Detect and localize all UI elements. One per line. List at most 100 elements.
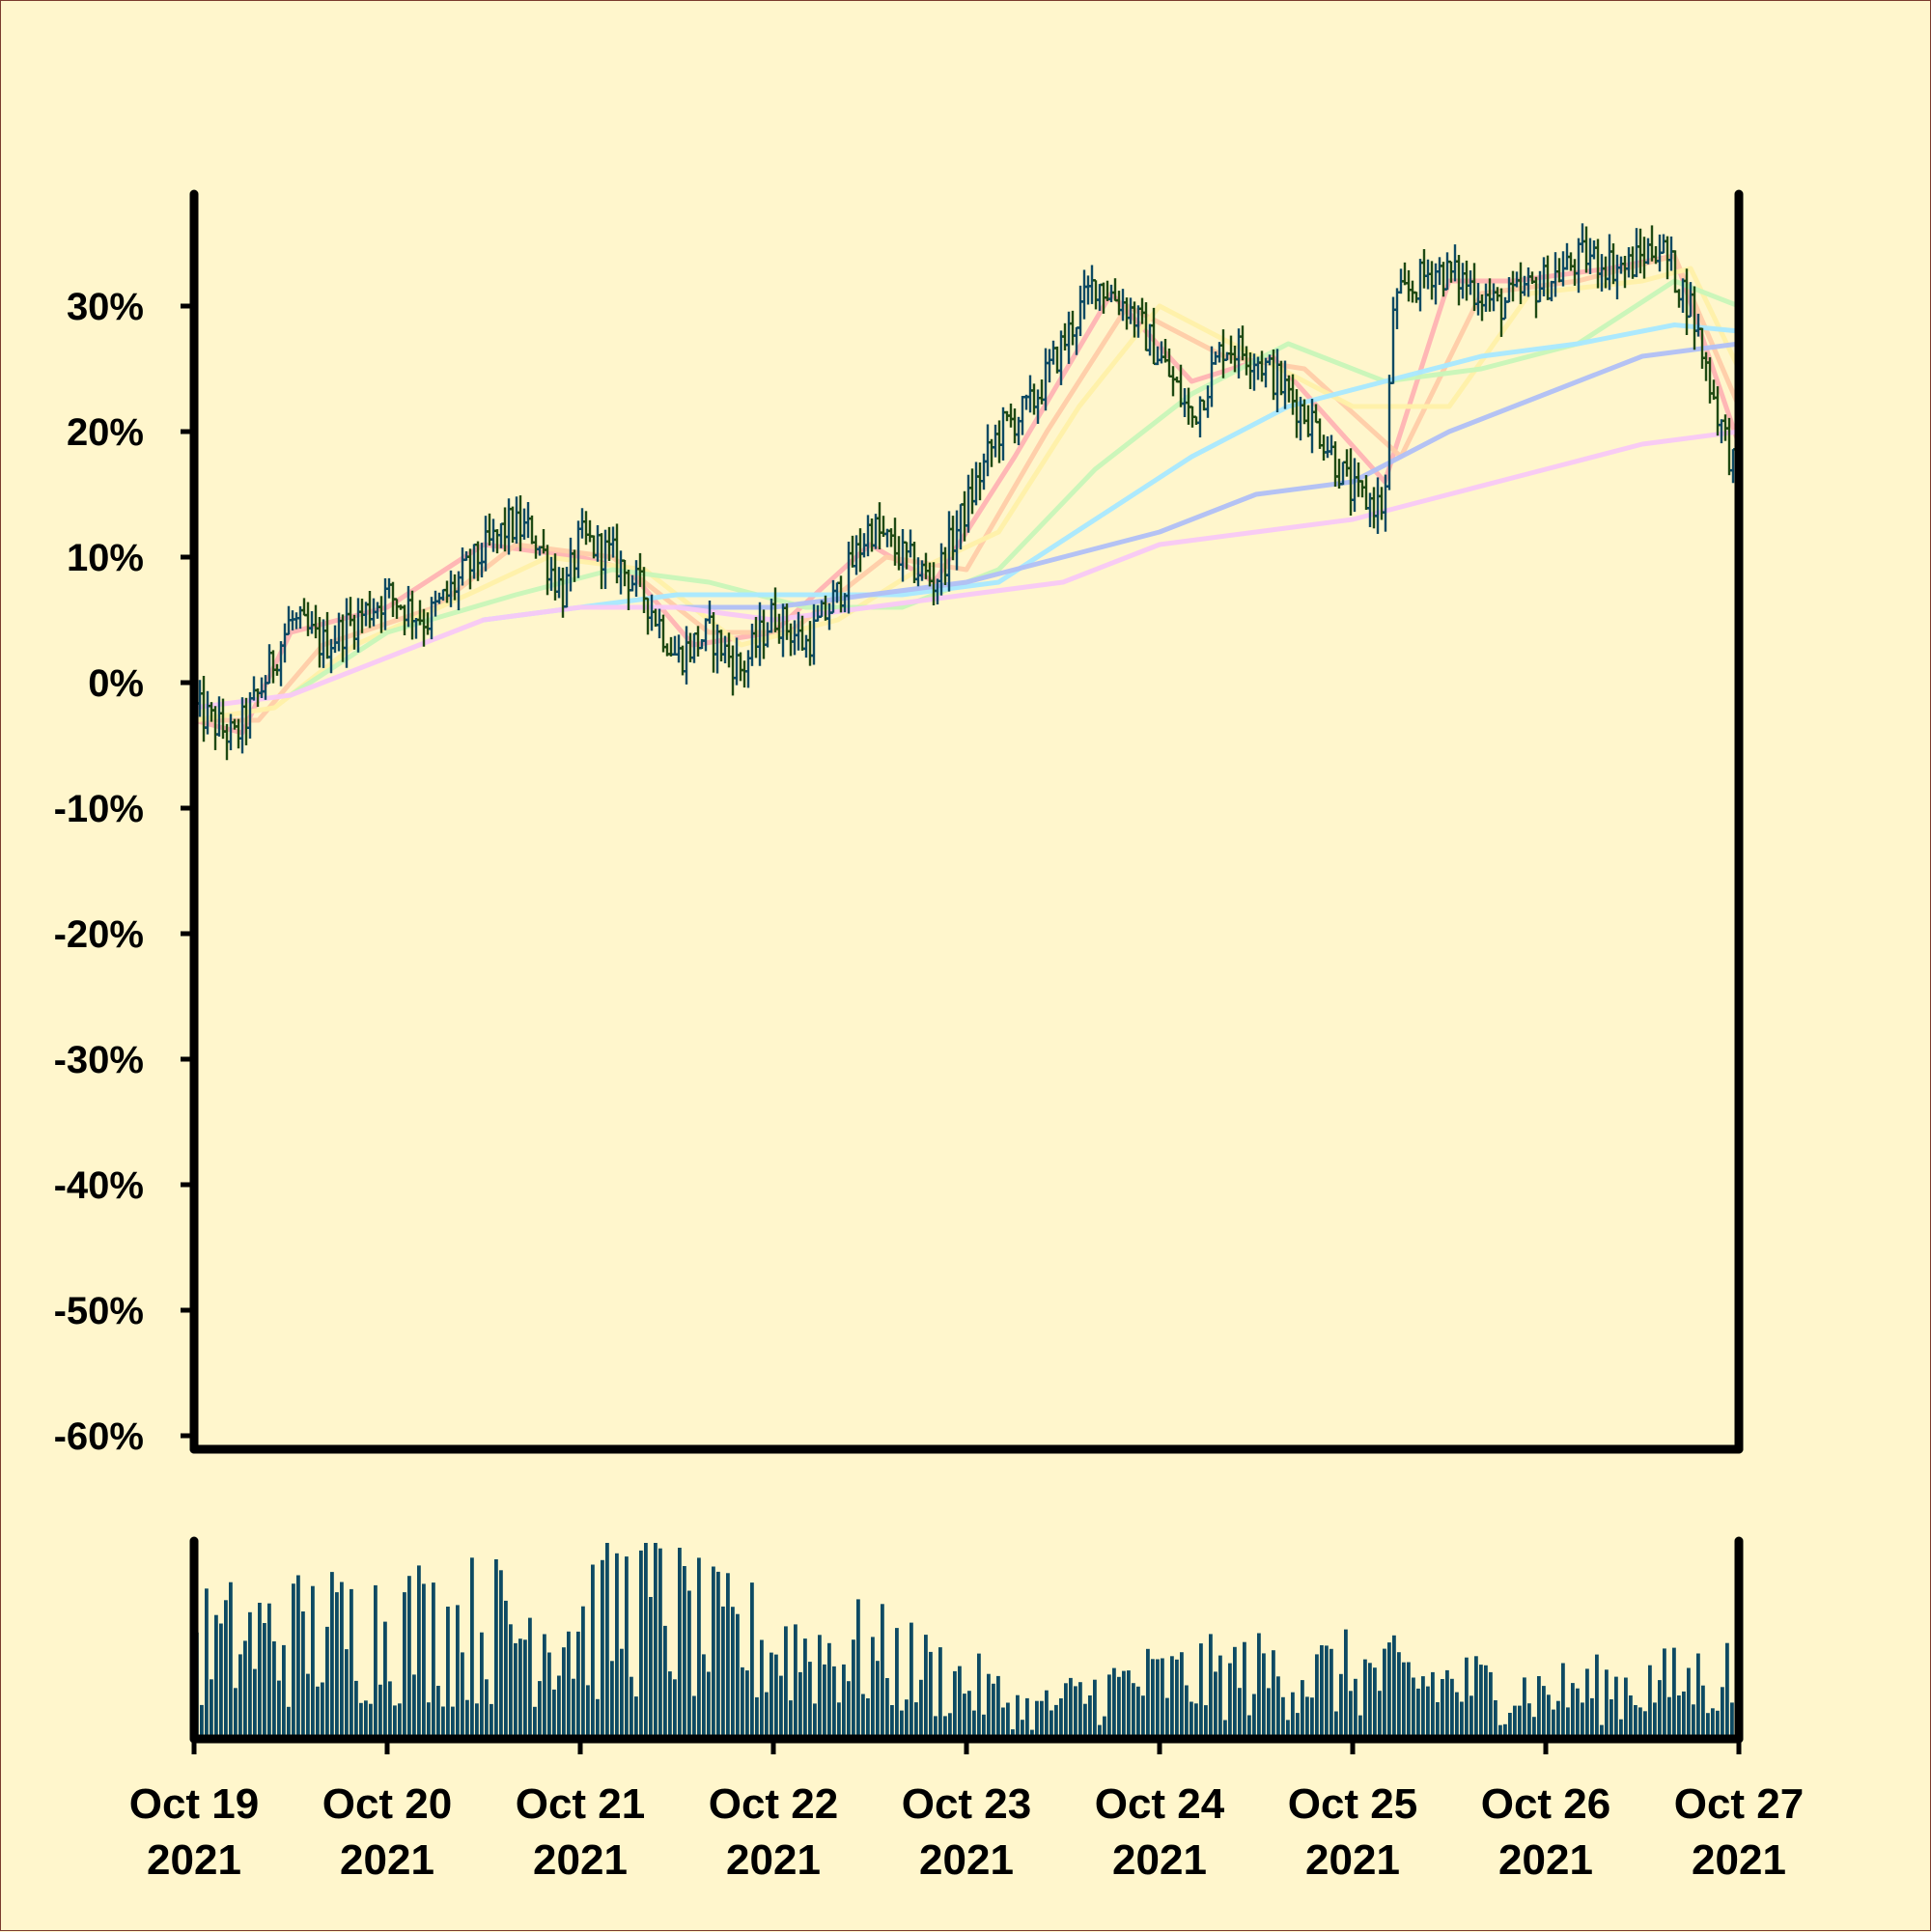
volume-bar [1334, 1711, 1338, 1739]
volume-bar [263, 1623, 266, 1739]
volume-bar [465, 1699, 469, 1739]
ohlc-bar [1294, 389, 1300, 438]
volume-bar [1325, 1645, 1329, 1739]
ohlc-bar [1027, 375, 1033, 413]
ohlc-bar [1000, 406, 1006, 461]
volume-bar [350, 1588, 353, 1739]
ohlc-bar [1170, 366, 1176, 397]
volume-bar [277, 1680, 281, 1739]
volume-bar [475, 1703, 479, 1739]
volume-bar [1354, 1678, 1357, 1739]
volume-bar [1272, 1650, 1275, 1739]
volume-bar [1339, 1673, 1343, 1739]
ohlc-bar [514, 496, 519, 545]
volume-bar [1035, 1700, 1039, 1739]
volume-bar [325, 1626, 329, 1739]
volume-bar [668, 1671, 672, 1739]
ohlc-bar [525, 501, 531, 539]
ohlc-bar [1371, 487, 1377, 529]
ohlc-bar [1583, 226, 1589, 273]
volume-bar [1315, 1654, 1319, 1739]
volume-bar [910, 1622, 913, 1739]
volume-bar [1045, 1690, 1049, 1739]
volume-bar [1494, 1700, 1497, 1739]
volume-bar [639, 1550, 643, 1739]
volume-bar [924, 1635, 928, 1739]
volume-bar [770, 1652, 773, 1739]
volume-bar [658, 1548, 662, 1739]
volume-bar [967, 1691, 971, 1739]
volume-bar [1498, 1724, 1502, 1739]
ohlc-bar [1363, 475, 1369, 511]
ohlc-bar [946, 511, 952, 592]
ohlc-bar [1417, 259, 1423, 312]
volume-bar [885, 1678, 889, 1739]
volume-bar [292, 1583, 295, 1739]
volume-bar [494, 1559, 498, 1739]
ohlc-bar [1309, 399, 1315, 454]
volume-bar [721, 1606, 725, 1739]
volume-bar [461, 1652, 464, 1739]
volume-bar [610, 1661, 614, 1739]
volume-bar [876, 1661, 880, 1739]
volume-bar [1069, 1677, 1073, 1739]
volume-bar [673, 1679, 677, 1739]
volume-bar [890, 1705, 894, 1739]
ohlc-bar [877, 502, 882, 549]
ohlc-bar [1402, 262, 1408, 286]
volume-bar [1696, 1653, 1700, 1739]
volume-bar [398, 1703, 402, 1739]
volume-bar [267, 1603, 271, 1739]
ohlc-bar [695, 626, 701, 657]
ohlc-bar [1325, 435, 1330, 459]
volume-bar [1040, 1700, 1044, 1739]
volume-bar [446, 1607, 450, 1739]
volume-bar [581, 1606, 585, 1739]
ohlc-bar [1359, 480, 1365, 498]
volume-bar [1402, 1662, 1406, 1739]
volume-bar [378, 1684, 382, 1739]
volume-bar [1692, 1704, 1695, 1739]
volume-bar [726, 1573, 730, 1739]
volume-bar [1305, 1696, 1309, 1739]
volume-bar [1387, 1642, 1391, 1739]
ohlc-bar [521, 508, 527, 540]
x-tick-label-year: 2021 [1305, 1836, 1400, 1884]
volume-bar [1682, 1691, 1686, 1739]
volume-bar [403, 1592, 406, 1739]
ohlc-bar [583, 511, 589, 546]
volume-bar [480, 1632, 484, 1739]
ohlc-bar [1352, 458, 1357, 513]
volume-bar [1412, 1677, 1415, 1739]
volume-bar [620, 1648, 624, 1739]
volume-bar [576, 1631, 580, 1739]
volume-bar [533, 1706, 537, 1739]
volume-bar [1397, 1652, 1401, 1739]
volume-bar [818, 1635, 822, 1739]
volume-bar [847, 1681, 851, 1739]
volume-bar [1571, 1683, 1575, 1739]
volume-bar [369, 1703, 373, 1739]
ohlc-bar [691, 632, 697, 663]
volume-bar [1276, 1676, 1280, 1739]
y-tick-label: -10% [54, 788, 144, 830]
volume-bar [210, 1679, 213, 1739]
ohlc-bar [1641, 237, 1647, 279]
volume-bar [1426, 1686, 1430, 1739]
volume-bar [972, 1710, 976, 1739]
ohlc-bar [1305, 405, 1311, 437]
ohlc-bar [1510, 270, 1516, 302]
volume-bar [432, 1582, 435, 1739]
volume-bar [605, 1543, 609, 1739]
volume-bar [374, 1584, 378, 1739]
volume-bar [456, 1605, 460, 1739]
ohlc-bar [1406, 269, 1412, 302]
ohlc-bar [973, 462, 979, 506]
volume-bar [1527, 1703, 1531, 1739]
y-tick-label: 10% [67, 537, 144, 579]
ohlc-bar [301, 598, 307, 617]
volume-bar [1103, 1716, 1106, 1739]
volume-bar-layer [195, 1543, 1739, 1739]
moving-average-line-3 [191, 266, 1742, 723]
